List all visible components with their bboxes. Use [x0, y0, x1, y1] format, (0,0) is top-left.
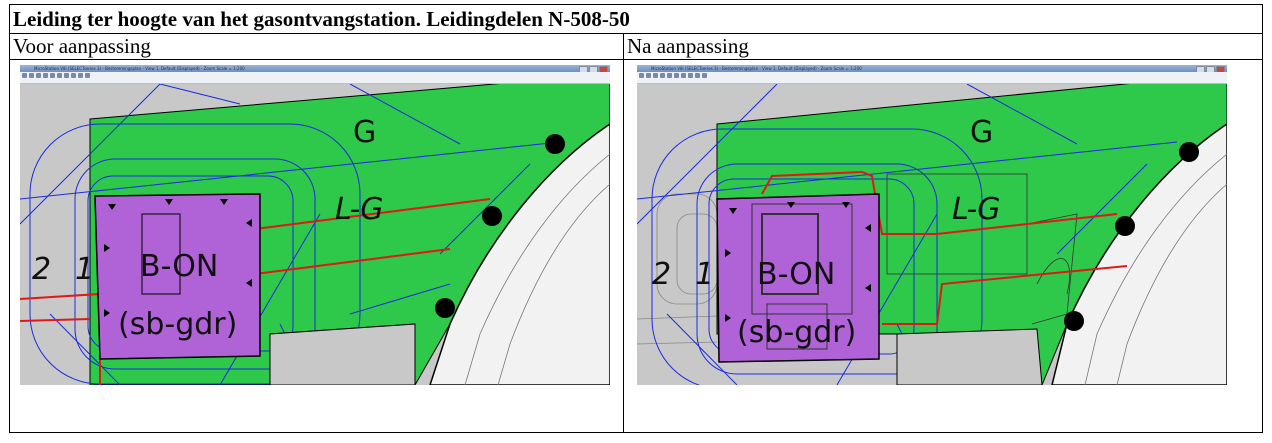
label-zone-bon: B-ON	[757, 257, 835, 292]
tool-icon[interactable]	[681, 73, 686, 78]
zone-bon-area	[716, 193, 880, 363]
pipe-markers	[1064, 142, 1199, 331]
tool-icon[interactable]	[660, 73, 665, 78]
tool-icon[interactable]	[50, 73, 55, 78]
label-zone-sbgdr: (sb-gdr)	[118, 307, 237, 342]
window-titlebar: MicroStation V8i (SELECTseries 3) - Best…	[637, 65, 1227, 73]
label-num-2: 2	[652, 257, 671, 292]
window-title: MicroStation V8i (SELECTseries 3) - Best…	[651, 66, 862, 71]
map-view-after[interactable]: G L-G B-ON (sb-gdr) 2 1	[637, 84, 1227, 385]
tool-icon[interactable]	[22, 73, 27, 78]
before-image-cell: MicroStation V8i (SELECTseries 3) - Best…	[9, 59, 624, 433]
table-title: Leiding ter hoogte van het gasontvangsta…	[8, 4, 1264, 34]
comparison-table: Leiding ter hoogte van het gasontvangsta…	[8, 4, 1264, 433]
road-area	[429, 123, 610, 385]
grey-block	[269, 323, 416, 385]
tool-icon[interactable]	[667, 73, 672, 78]
label-num-1: 1	[75, 252, 94, 287]
blue-lines	[20, 84, 561, 385]
tool-icon[interactable]	[29, 73, 34, 78]
pipe-markers	[435, 134, 565, 318]
tool-icon[interactable]	[639, 73, 644, 78]
column-header-after: Na aanpassing	[622, 33, 1264, 60]
boundary-arrows	[104, 199, 252, 317]
window-title: MicroStation V8i (SELECTseries 3) - Best…	[34, 66, 245, 71]
tool-icon[interactable]	[702, 73, 707, 78]
tool-icon[interactable]	[71, 73, 76, 78]
label-zone-sbgdr: (sb-gdr)	[737, 315, 856, 350]
tool-icon[interactable]	[78, 73, 83, 78]
label-num-1: 1	[695, 257, 714, 292]
tool-icon[interactable]	[64, 73, 69, 78]
before-screenshot: MicroStation V8i (SELECTseries 3) - Best…	[20, 65, 610, 385]
window-titlebar: MicroStation V8i (SELECTseries 3) - Best…	[20, 65, 610, 73]
label-num-2: 2	[32, 252, 51, 287]
tool-icon[interactable]	[653, 73, 658, 78]
label-zone-lg: L-G	[335, 192, 383, 227]
grey-block	[896, 328, 1043, 385]
building-outline	[141, 213, 181, 295]
boundary-arrows	[725, 202, 871, 322]
tool-icon[interactable]	[688, 73, 693, 78]
column-header-before: Voor aanpassing	[9, 33, 624, 60]
tool-icon[interactable]	[43, 73, 48, 78]
label-zone-lg: L-G	[952, 192, 1000, 227]
map-view-before[interactable]: G L-G B-ON (sb-gdr) 2 1	[20, 84, 610, 385]
label-zone-g: G	[353, 115, 376, 150]
tool-icon[interactable]	[695, 73, 700, 78]
tool-icon[interactable]	[57, 73, 62, 78]
tool-icon[interactable]	[646, 73, 651, 78]
view-toolbar	[20, 72, 610, 84]
label-zone-g: G	[970, 115, 993, 150]
after-screenshot: MicroStation V8i (SELECTseries 3) - Best…	[637, 65, 1227, 385]
label-zone-bon: B-ON	[140, 249, 218, 284]
after-image-cell: MicroStation V8i (SELECTseries 3) - Best…	[622, 59, 1264, 433]
view-toolbar	[637, 72, 1227, 84]
zone-bon-area	[94, 193, 261, 360]
tool-icon[interactable]	[85, 73, 90, 78]
tool-icon[interactable]	[674, 73, 679, 78]
tool-icon[interactable]	[36, 73, 41, 78]
